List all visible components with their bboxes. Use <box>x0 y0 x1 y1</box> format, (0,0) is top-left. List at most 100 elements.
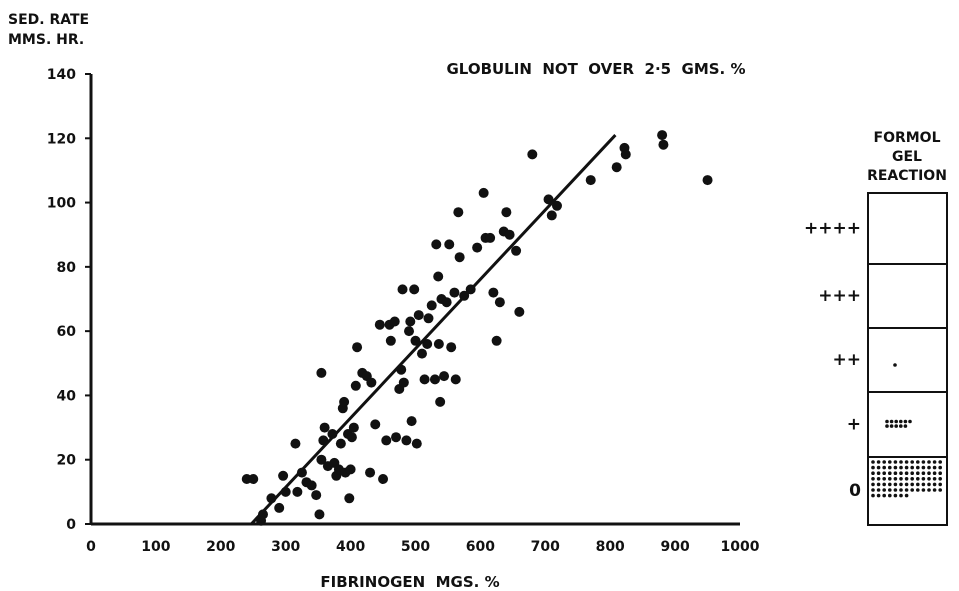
inset-dot <box>904 465 909 470</box>
inset-dot <box>882 460 886 464</box>
inset-dot <box>910 482 914 487</box>
inset-dot <box>899 419 903 424</box>
inset-dot <box>893 477 898 481</box>
inset-dot <box>893 471 898 476</box>
data-point <box>406 416 417 427</box>
data-point <box>446 342 457 353</box>
inset-dot <box>921 471 926 476</box>
inset-dot <box>938 477 942 481</box>
data-point <box>316 367 327 378</box>
data-point <box>389 316 400 327</box>
inset-dot <box>871 488 875 492</box>
inset-dot <box>876 488 881 492</box>
x-tick-label: 700 <box>531 539 560 555</box>
y-axis-label-line2: MMS. HR. <box>8 32 84 48</box>
inset-dot <box>927 471 931 476</box>
x-tick-label: 200 <box>206 539 235 555</box>
inset-dot <box>893 465 898 470</box>
y-tick-labels: 0 20 40 60 80 100 120 140 <box>47 67 91 533</box>
inset-box <box>867 192 948 526</box>
data-point <box>504 229 515 240</box>
inset-dot <box>927 488 931 492</box>
data-point <box>488 287 499 298</box>
inset-category-label: 0 <box>849 481 861 501</box>
data-point <box>441 297 452 308</box>
inset-dot <box>882 482 886 487</box>
data-point <box>435 396 446 407</box>
x-tick-label: 800 <box>596 539 625 555</box>
inset-dot <box>888 493 892 498</box>
regression-line <box>250 134 617 526</box>
data-point <box>365 467 376 478</box>
inset-dot <box>904 471 909 476</box>
inset-dot <box>876 477 881 481</box>
inset-dot <box>899 482 903 487</box>
data-point <box>248 474 259 484</box>
inset-dot <box>927 482 931 487</box>
inset-dot <box>904 482 909 487</box>
data-point <box>439 371 450 382</box>
y-tick-label: 120 <box>47 131 76 147</box>
x-tick-label: 900 <box>660 539 689 555</box>
inset-dot <box>876 493 881 498</box>
inset-dot <box>882 488 886 492</box>
data-point <box>454 252 465 263</box>
data-point <box>296 467 307 478</box>
inset-dot <box>921 488 926 492</box>
data-point <box>350 380 361 391</box>
inset-dot <box>893 460 898 464</box>
data-point <box>429 374 440 385</box>
data-point <box>546 210 557 221</box>
data-point <box>346 432 357 443</box>
data-point <box>485 232 496 243</box>
inset-dot <box>921 477 926 481</box>
inset-dot <box>916 482 920 487</box>
chart-title: GLOBULIN NOT OVER 2·5 GMS. % <box>446 60 745 78</box>
data-point <box>348 422 359 433</box>
inset-dot <box>871 471 875 476</box>
inset-category-label: ++ <box>833 350 862 370</box>
inset-dot <box>876 471 881 476</box>
inset-dot <box>910 477 914 481</box>
data-point <box>611 162 622 173</box>
inset-dot <box>932 482 937 487</box>
y-tick-label: 140 <box>47 67 76 83</box>
inset-dot <box>871 482 875 487</box>
data-point <box>374 319 385 330</box>
data-point <box>450 374 461 385</box>
inset-dot <box>921 482 926 487</box>
inset-dot <box>893 482 898 487</box>
data-point <box>397 284 408 295</box>
inset-dot <box>938 471 942 476</box>
inset-dot <box>932 471 937 476</box>
data-point <box>527 149 538 160</box>
data-point <box>405 316 416 327</box>
data-point <box>419 374 430 385</box>
inset-dot <box>888 477 892 481</box>
data-point <box>278 470 289 481</box>
data-point <box>422 339 433 349</box>
data-point <box>494 297 505 308</box>
inset-dot <box>938 460 942 464</box>
data-point <box>378 474 389 484</box>
data-points <box>241 130 713 526</box>
x-tick-label: 100 <box>141 539 170 555</box>
inset-dot <box>871 460 875 464</box>
data-point <box>314 509 325 520</box>
inset-dot <box>888 465 892 470</box>
inset-dot <box>885 419 889 424</box>
inset-dot <box>938 465 942 470</box>
inset-dot <box>882 477 886 481</box>
data-point <box>391 432 402 443</box>
axes <box>89 74 740 526</box>
inset-title-line1: FORMOL <box>874 130 941 146</box>
data-point <box>416 348 427 359</box>
data-point <box>551 200 562 211</box>
x-axis-label: FIBRINOGEN MGS. % <box>320 573 499 591</box>
inset-dot <box>927 465 931 470</box>
y-tick-label: 20 <box>57 453 77 469</box>
inset-dot <box>894 419 898 424</box>
data-point <box>657 130 668 141</box>
data-point <box>585 175 596 186</box>
